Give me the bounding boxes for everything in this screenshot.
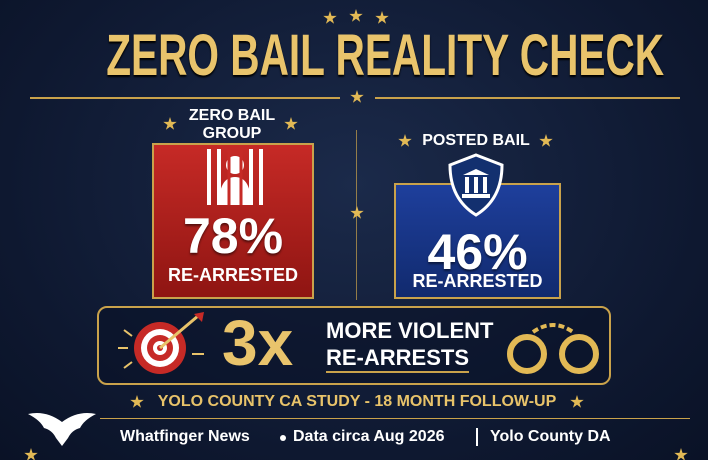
footer-date: Data circa Aug 2026 — [293, 428, 445, 445]
percentage: 78% — [182, 208, 284, 264]
eagle-icon — [28, 413, 96, 446]
separator — [476, 428, 478, 446]
footer-source: Whatfinger News — [120, 428, 250, 445]
panel-heading: POSTED BAIL — [422, 132, 530, 149]
divider — [100, 418, 690, 419]
star — [350, 206, 364, 219]
title: ZERO BAIL REALITY CHECK — [106, 23, 665, 88]
study-note: YOLO COUNTY CA STUDY - 18 MONTH FOLLOW-U… — [157, 393, 557, 410]
divider — [375, 97, 680, 99]
star — [350, 90, 364, 103]
separator — [280, 435, 286, 441]
multiplier: 3x — [222, 307, 294, 379]
shield-icon — [448, 153, 504, 217]
star — [674, 448, 688, 460]
handcuffs-icon — [507, 323, 599, 374]
divider — [30, 97, 340, 99]
panel-zero-bail: 78% RE-ARRESTED — [152, 143, 314, 299]
panel-label: RE-ARRESTED — [167, 265, 298, 285]
target-icon — [118, 312, 204, 374]
footer-credit: Yolo County DA — [490, 428, 611, 445]
panel-heading: ZERO BAIL GROUP — [188, 107, 276, 142]
star — [24, 448, 38, 460]
panel-label: RE-ARRESTED — [412, 271, 543, 291]
callout-line: RE-ARRESTS — [326, 345, 470, 373]
star — [163, 117, 177, 130]
star — [349, 9, 363, 22]
callout-line: MORE VIOLENT — [326, 318, 494, 343]
percentage: 46% — [427, 224, 528, 280]
star — [284, 117, 298, 130]
jail-icon — [207, 149, 263, 205]
